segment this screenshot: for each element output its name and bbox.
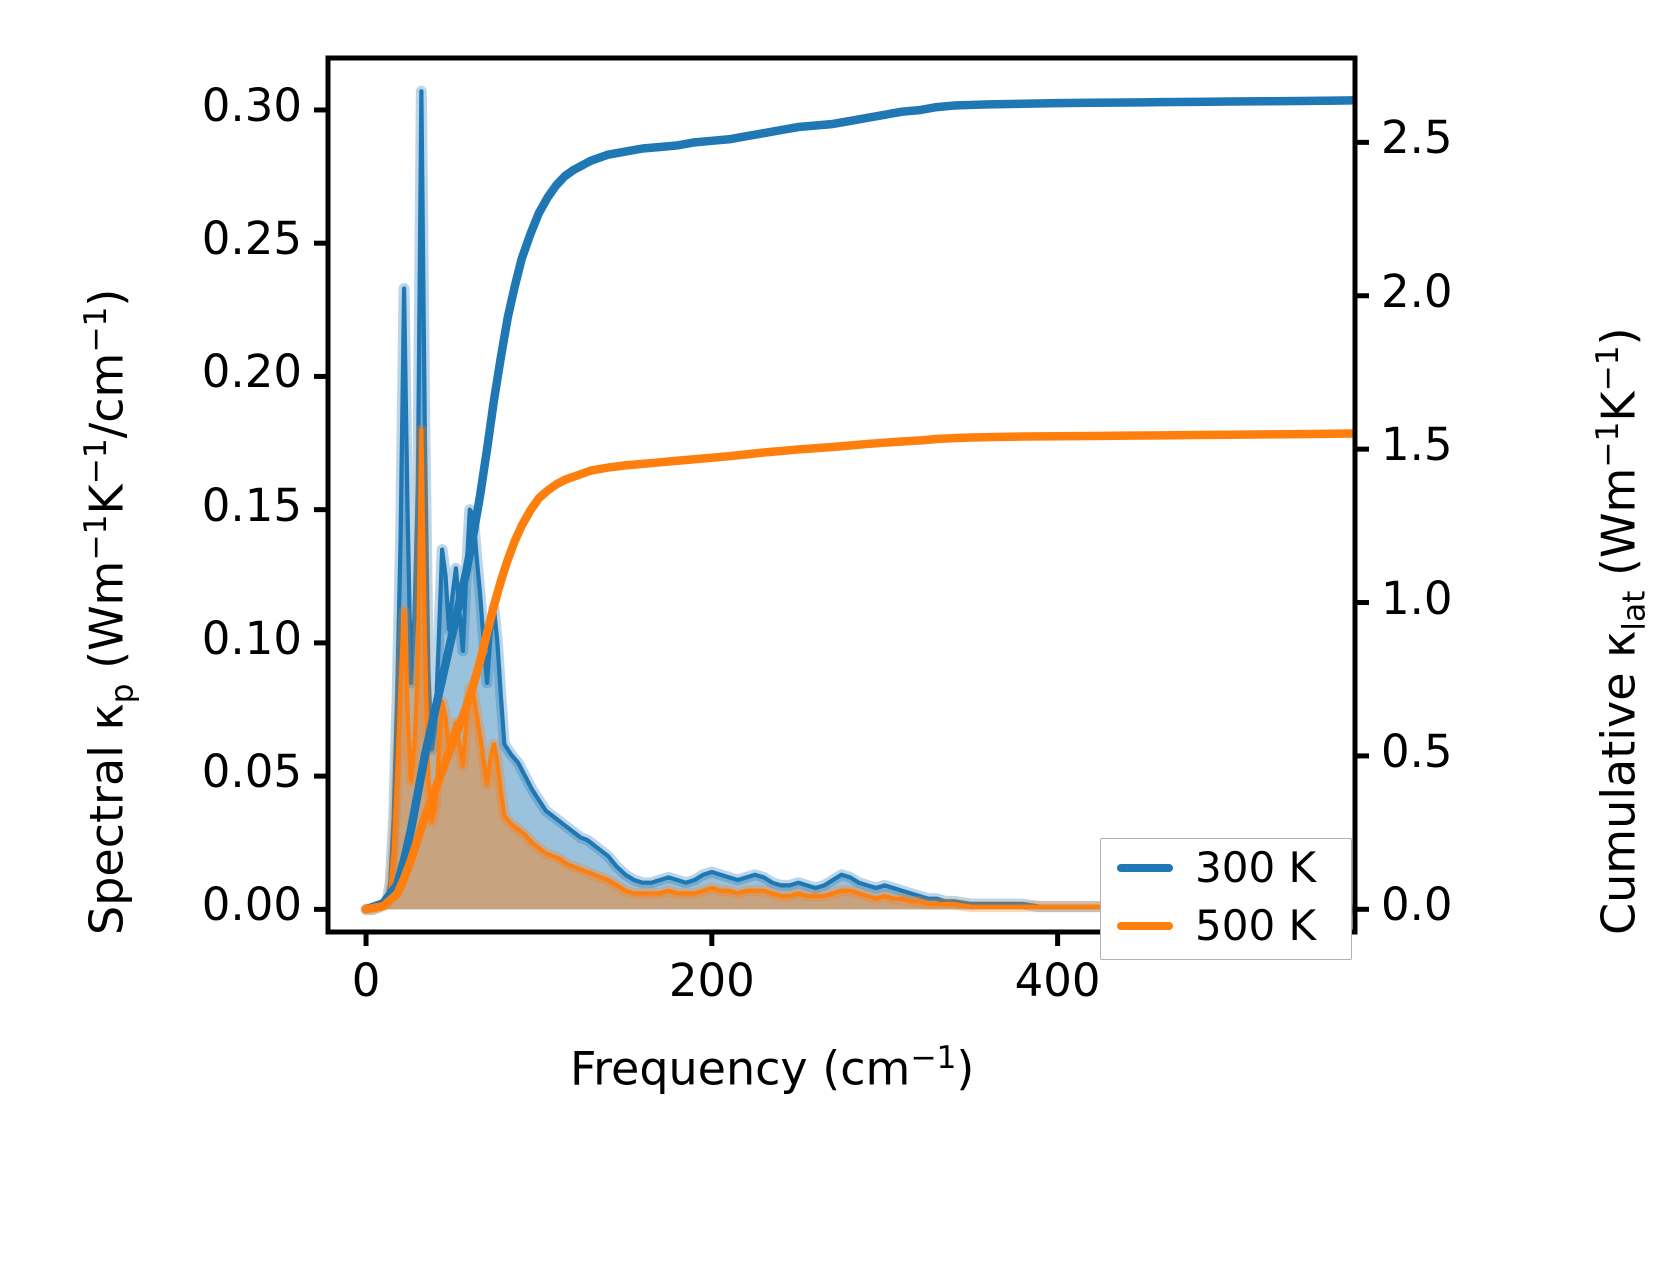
x-tick-label: 200 [668,954,755,1007]
xlabel-text1: Frequency (cm [570,1041,911,1096]
legend-item-300k[interactable]: 300 K [1101,845,1351,891]
curve-lines [361,96,1356,914]
y-left-tick-label: 0.30 [201,78,302,132]
legend-swatch-500k [1117,922,1173,930]
y-right-tick-label: 1.0 [1381,571,1453,625]
y-left-tick-label: 0.20 [201,345,302,399]
legend-swatch-300k [1117,864,1173,872]
legend-label-300k: 300 K [1195,843,1317,892]
y-right-tick-label: 2.0 [1381,264,1453,318]
xlabel-sup: −1 [910,1040,957,1076]
x-axis-label: Frequency (cm−1) [570,1040,974,1095]
legend[interactable]: 300 K 500 K [1100,838,1352,960]
axes-tickmarks [314,107,1369,946]
x-tick-label: 0 [351,954,381,1007]
axes-frame [325,55,1358,935]
y-left-tick-label: 0.15 [201,478,302,532]
legend-item-500k[interactable]: 500 K [1101,903,1351,949]
y-right-tick-label: 0.0 [1381,878,1453,932]
y-right-tick-label: 1.5 [1381,418,1453,472]
y-left-tick-label: 0.00 [201,878,302,932]
y-left-tick-label: 0.10 [201,611,302,665]
y-right-tick-label: 2.5 [1381,111,1453,165]
legend-label-500k: 500 K [1195,901,1317,950]
y-left-tick-label: 0.25 [201,212,302,266]
y-left-tick-label: 0.05 [201,745,302,799]
xlabel-text2: ) [956,1041,975,1096]
spectral-fills [360,85,1358,915]
y-right-tick-label: 0.5 [1381,724,1453,778]
x-tick-label: 400 [1014,954,1101,1007]
